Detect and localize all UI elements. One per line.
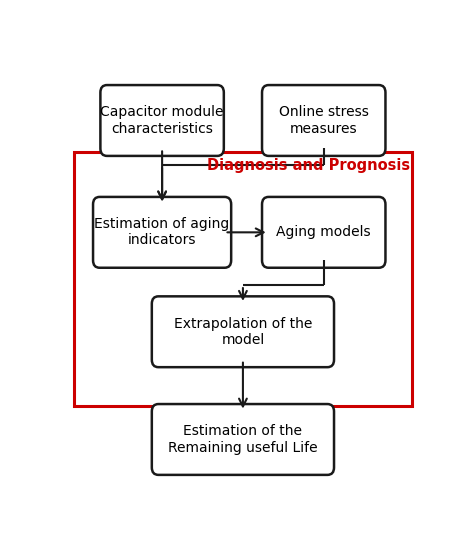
- FancyBboxPatch shape: [152, 404, 334, 475]
- Text: Aging models: Aging models: [276, 225, 371, 239]
- FancyBboxPatch shape: [100, 85, 224, 156]
- FancyBboxPatch shape: [262, 197, 385, 268]
- FancyBboxPatch shape: [152, 296, 334, 367]
- FancyBboxPatch shape: [262, 85, 385, 156]
- Text: Capacitor module
characteristics: Capacitor module characteristics: [100, 105, 224, 136]
- FancyBboxPatch shape: [93, 197, 231, 268]
- Text: Estimation of aging
indicators: Estimation of aging indicators: [94, 217, 230, 247]
- Text: Online stress
measures: Online stress measures: [279, 105, 369, 136]
- Text: Diagnosis and Prognosis: Diagnosis and Prognosis: [207, 158, 410, 173]
- Text: Extrapolation of the
model: Extrapolation of the model: [174, 317, 312, 347]
- Text: Estimation of the
Remaining useful Life: Estimation of the Remaining useful Life: [168, 424, 318, 455]
